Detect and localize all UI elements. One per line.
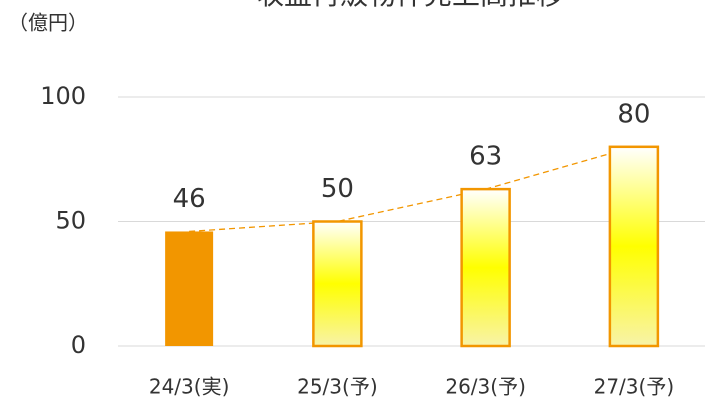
bar bbox=[460, 187, 511, 348]
y-tick-label: 0 bbox=[71, 331, 86, 359]
unit-label: （億円） bbox=[8, 11, 88, 35]
x-tick-label: 25/3(予) bbox=[297, 375, 378, 399]
bar bbox=[165, 231, 214, 346]
x-tick-label: 26/3(予) bbox=[445, 375, 526, 399]
value-label: 80 bbox=[617, 99, 650, 129]
chart-title: 収益再販物件売上高推移 bbox=[256, 0, 564, 11]
y-tick-label: 50 bbox=[55, 207, 86, 235]
value-label: 63 bbox=[469, 142, 502, 172]
trend-line bbox=[189, 146, 635, 233]
bar bbox=[312, 220, 363, 348]
x-tick-label: 27/3(予) bbox=[594, 375, 675, 399]
value-label: 50 bbox=[321, 174, 354, 204]
x-tick-label: 24/3(実) bbox=[149, 375, 230, 399]
bar bbox=[608, 145, 660, 348]
y-tick-label: 100 bbox=[40, 82, 86, 110]
value-label: 46 bbox=[173, 184, 206, 214]
